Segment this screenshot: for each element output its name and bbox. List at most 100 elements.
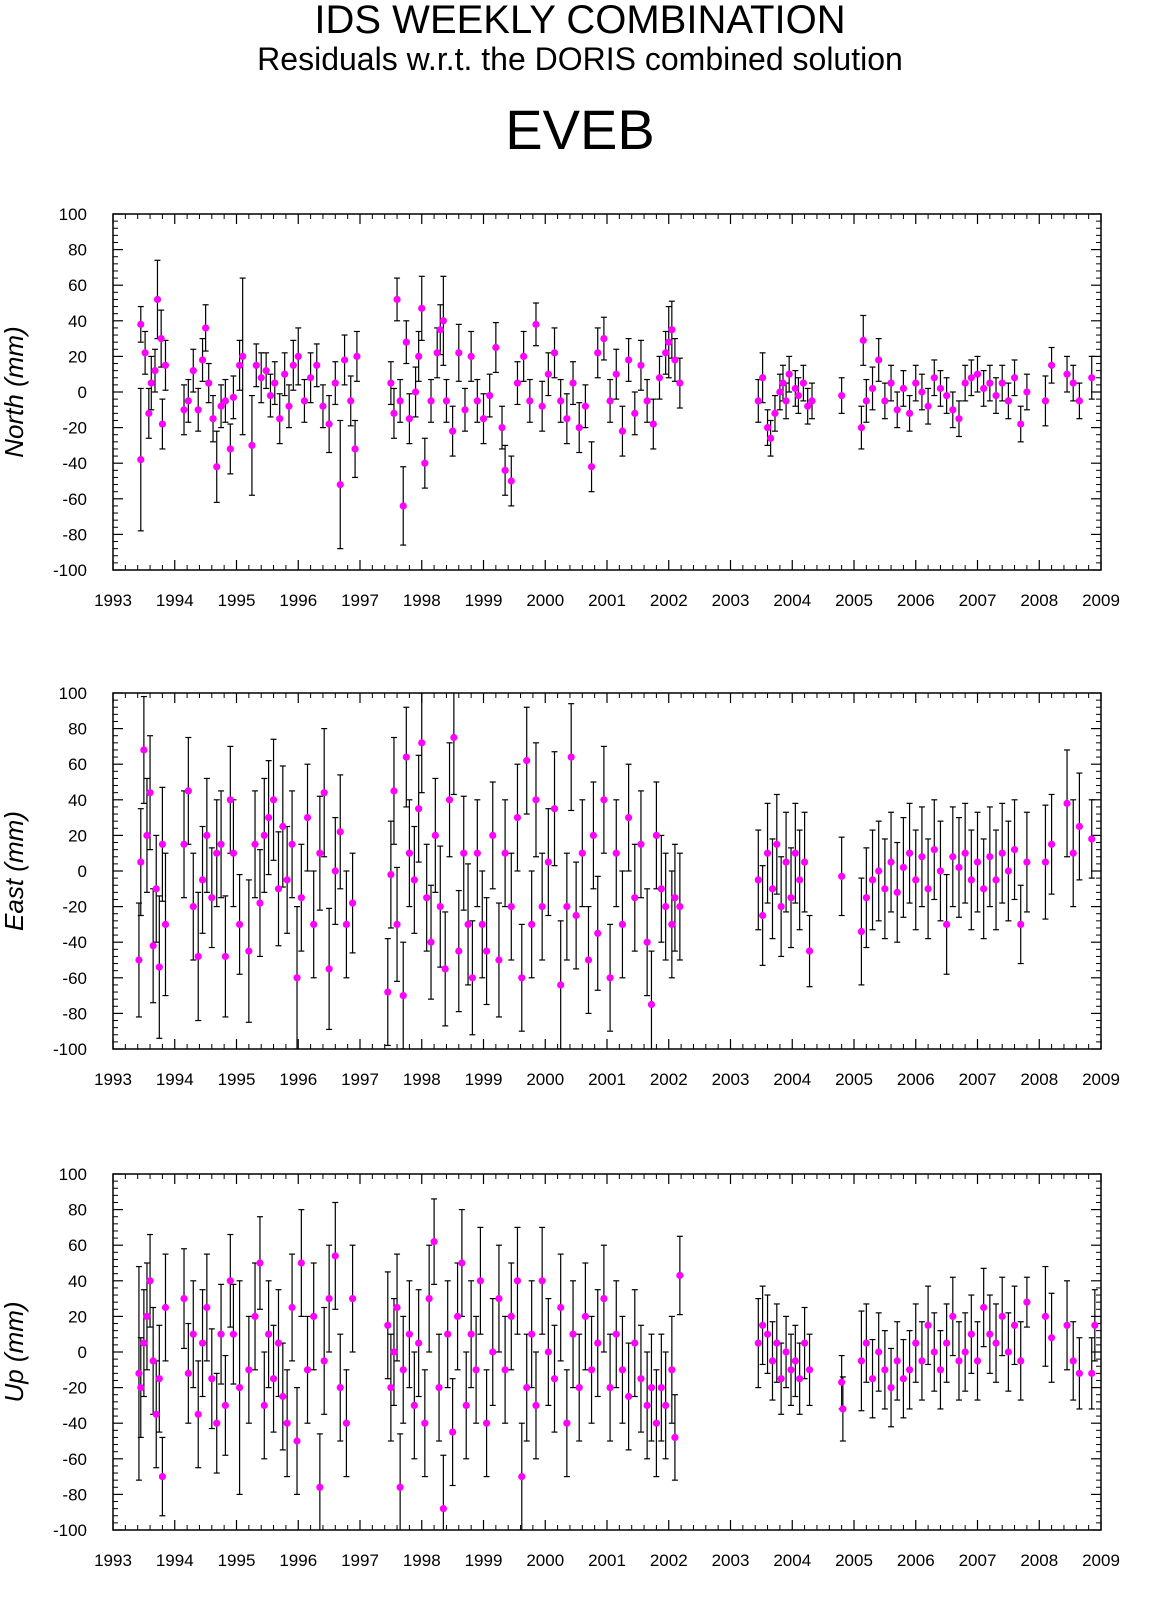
x-tick-label: 2003: [712, 1551, 750, 1570]
x-tick-label: 2005: [835, 1070, 873, 1089]
data-point: [768, 1357, 777, 1365]
data-point: [1088, 1369, 1096, 1377]
data-point: [544, 858, 552, 866]
data-point: [288, 1303, 296, 1312]
data-point: [986, 379, 994, 387]
x-tick-label: 1994: [156, 1551, 194, 1570]
x-tick-label: 1999: [465, 1070, 503, 1089]
data-point: [600, 335, 608, 343]
y-axis-label: East (mm): [0, 811, 29, 931]
data-point: [625, 814, 633, 822]
data-point: [184, 397, 192, 405]
data-point: [482, 947, 491, 955]
data-point: [569, 1330, 577, 1338]
x-tick-label: 2008: [1020, 1070, 1058, 1089]
data-point: [912, 876, 920, 884]
x-tick-label: 1996: [279, 1551, 317, 1570]
data-point: [293, 974, 301, 982]
y-tick-label: 40: [68, 312, 87, 331]
data-point: [189, 367, 197, 375]
data-point: [1017, 420, 1025, 428]
data-point: [461, 406, 469, 414]
data-point: [439, 1505, 447, 1513]
data-point: [402, 338, 410, 346]
data-point: [1017, 920, 1025, 929]
data-point: [331, 867, 339, 875]
data-point: [418, 739, 426, 747]
data-point: [444, 1330, 452, 1338]
data-point: [427, 397, 435, 405]
data-point: [449, 427, 457, 435]
data-point: [158, 420, 166, 428]
x-tick-label: 2002: [650, 591, 688, 610]
data-point: [217, 1330, 225, 1338]
data-point: [899, 384, 908, 393]
data-point: [924, 1321, 932, 1329]
data-point: [189, 903, 197, 911]
data-point: [647, 1000, 656, 1009]
data-point: [668, 326, 676, 334]
data-point: [289, 361, 297, 369]
data-point: [300, 397, 309, 405]
data-point: [763, 424, 772, 432]
data-point: [899, 863, 908, 872]
data-point: [229, 1330, 238, 1338]
data-point: [600, 1295, 608, 1303]
data-point: [657, 885, 665, 893]
data-point: [149, 942, 157, 950]
x-tick-label: 2004: [773, 1551, 811, 1570]
data-point: [657, 1384, 665, 1392]
data-point: [316, 849, 324, 857]
data-point: [455, 349, 463, 357]
data-point: [297, 1259, 305, 1267]
data-point: [217, 840, 225, 848]
data-point: [266, 391, 275, 400]
y-tick-label: 60: [68, 1236, 87, 1255]
data-point: [581, 1312, 589, 1320]
data-point: [442, 397, 451, 405]
data-point: [777, 1375, 785, 1383]
data-point: [759, 911, 767, 920]
data-point: [754, 397, 762, 405]
data-point: [779, 379, 787, 387]
data-point: [194, 1410, 202, 1418]
y-tick-label: 40: [68, 791, 87, 810]
data-point: [998, 379, 1006, 387]
data-point: [482, 1419, 491, 1427]
data-point: [436, 903, 444, 911]
data-point: [387, 379, 395, 387]
data-point: [637, 840, 645, 848]
data-point: [325, 420, 333, 428]
data-point: [390, 409, 398, 417]
data-point: [303, 1366, 312, 1374]
data-point: [203, 831, 211, 840]
data-point: [1075, 822, 1083, 831]
data-point: [472, 1366, 480, 1374]
data-point: [427, 938, 435, 946]
data-point: [1004, 867, 1012, 875]
data-point: [893, 406, 901, 414]
data-point: [992, 1339, 1000, 1347]
y-tick-label: 0: [78, 1343, 87, 1362]
y-tick-label: -80: [62, 1004, 87, 1023]
data-point: [405, 1330, 413, 1338]
data-point: [791, 384, 799, 393]
data-point: [489, 831, 497, 840]
data-point: [274, 885, 283, 893]
data-point: [862, 1339, 870, 1347]
data-point: [435, 1384, 443, 1392]
data-point: [796, 876, 804, 884]
data-point: [189, 1330, 197, 1338]
data-point: [265, 814, 273, 822]
data-point: [316, 1483, 324, 1491]
data-point: [441, 965, 449, 973]
data-point: [423, 894, 431, 902]
data-point: [217, 402, 225, 410]
data-point: [973, 1357, 982, 1365]
x-tick-label: 2001: [588, 1551, 626, 1570]
data-point: [857, 1357, 866, 1365]
data-point: [180, 1295, 188, 1303]
chart-subtitle: Residuals w.r.t. the DORIS combined solu…: [257, 41, 903, 77]
data-point: [1063, 370, 1071, 378]
x-tick-label: 2001: [588, 591, 626, 610]
